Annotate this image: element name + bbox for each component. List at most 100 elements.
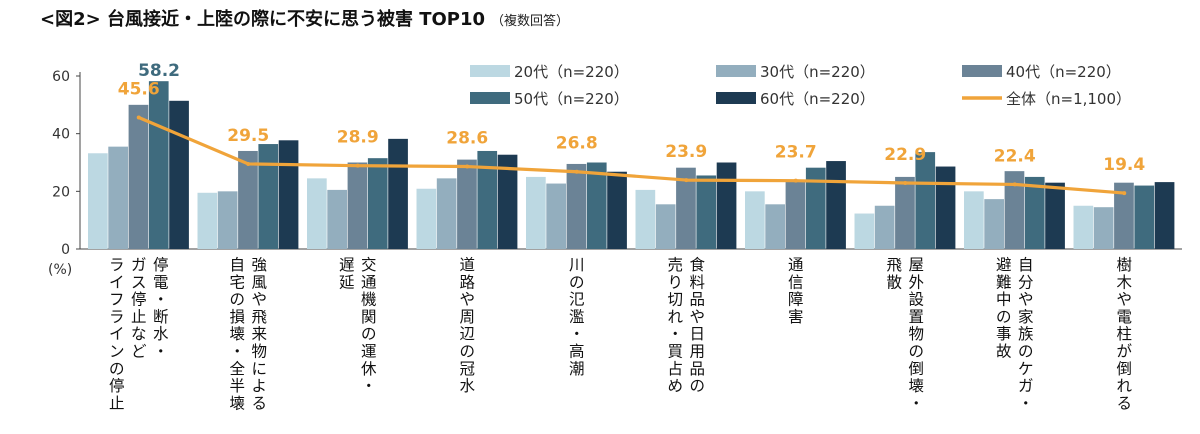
- peak-value-label: 58.2: [138, 61, 180, 81]
- category-label-char: 買: [667, 343, 683, 361]
- bars: [88, 81, 1175, 250]
- total-value-label: 22.4: [994, 146, 1036, 166]
- bar: [1114, 182, 1134, 249]
- category-label-char: り: [667, 273, 683, 291]
- legend-label: 全体（n=1,100）: [1006, 90, 1131, 108]
- category-label-char: 電: [1116, 308, 1132, 326]
- bar: [278, 140, 299, 249]
- category-label-char: ・: [229, 343, 245, 361]
- legend: 20代（n=220） 30代（n=220） 40代（n=220） 50代（n=220）…: [470, 63, 1131, 108]
- bar: [696, 175, 717, 249]
- category-label-char: の: [361, 325, 377, 343]
- category-label-char: 品: [689, 360, 705, 378]
- category-label-char: 切: [667, 291, 683, 309]
- bar: [258, 144, 279, 249]
- category-label-char: 損: [229, 308, 245, 326]
- category-label-char: ン: [109, 343, 125, 361]
- category-label-char: 屋: [908, 256, 924, 274]
- category-label-char: 通: [788, 256, 804, 274]
- total-point: [684, 178, 689, 183]
- bar: [676, 167, 696, 249]
- category-label-char: 柱: [1116, 325, 1132, 343]
- category-label-char: の: [908, 343, 924, 361]
- total-value-label: 19.4: [1103, 155, 1145, 175]
- chart-title: <図2> 台風接近・上陸の際に不安に思う被害 TOP10: [40, 8, 485, 30]
- bar: [964, 191, 984, 249]
- category-label-char: 強: [251, 256, 267, 274]
- category-label-char: 障: [788, 291, 804, 309]
- category-label-char: 来: [251, 325, 267, 343]
- total-point: [903, 180, 908, 185]
- category-label-char: 事: [996, 325, 1012, 343]
- bar: [1024, 176, 1045, 249]
- bar: [457, 159, 477, 249]
- category-label-char: 関: [361, 308, 377, 326]
- category-label-char: ど: [131, 343, 147, 361]
- bar: [197, 192, 218, 249]
- category-label-char: 遅: [339, 256, 355, 274]
- bar: [826, 161, 846, 249]
- bar: [874, 205, 895, 249]
- category-label-char: ・: [1018, 394, 1034, 412]
- total-value-label: 26.8: [556, 134, 598, 154]
- category-label-char: れ: [667, 308, 683, 326]
- category-label-char: 高: [569, 343, 585, 361]
- category-label-char: が: [1116, 343, 1132, 361]
- category-label-char: 道: [459, 256, 475, 274]
- category-label-char: 家: [1018, 308, 1034, 326]
- category-labels: 停電・断水・ガス停止などライフラインの停止強風や飛来物による自宅の損壊・全半壊交…: [109, 256, 1133, 412]
- value-labels: 45.6 29.5 28.9 28.6 26.8 23.9 23.7 22.9 22.4 19.4…: [118, 61, 1146, 175]
- category-label-char: 路: [459, 273, 475, 291]
- category-label-char: 用: [689, 343, 705, 361]
- category-label-char: の: [1018, 343, 1034, 361]
- bar: [1134, 185, 1155, 249]
- bar: [895, 176, 915, 249]
- category-label-char: に: [251, 360, 267, 378]
- bar: [217, 191, 238, 249]
- category-label-char: 設: [908, 291, 924, 309]
- category-label-char: ガ: [131, 256, 147, 274]
- total-point: [136, 115, 141, 120]
- total-point: [793, 178, 798, 183]
- bar: [108, 146, 128, 249]
- category-label-char: や: [689, 308, 705, 326]
- category-label-char: 冠: [459, 360, 475, 378]
- category-label-char: 運: [361, 343, 377, 361]
- category-label-char: 食: [689, 256, 705, 274]
- bar: [347, 162, 368, 249]
- category-label-char: 全: [229, 360, 245, 378]
- category-label-char: ・: [569, 325, 585, 343]
- category-label-char: 止: [131, 308, 147, 326]
- total-value-label: 22.9: [884, 145, 926, 165]
- category-label-char: ・: [361, 377, 377, 395]
- category-label-char: 占: [667, 360, 683, 378]
- category-label-char: 分: [1018, 273, 1034, 291]
- total-point: [355, 163, 360, 168]
- bar: [566, 163, 587, 249]
- bar: [546, 183, 566, 249]
- category-label-char: 信: [788, 273, 804, 291]
- bar: [238, 150, 258, 249]
- bar: [607, 171, 627, 249]
- category-label-char: 木: [1116, 273, 1132, 291]
- category-label-char: 料: [689, 273, 705, 291]
- total-point: [1122, 191, 1127, 196]
- total-line: [136, 115, 1127, 196]
- category-label-char: 周: [459, 308, 475, 326]
- category-label-char: る: [1116, 394, 1132, 412]
- category-label-char: や: [1116, 291, 1132, 309]
- y-tick-label: 40: [52, 127, 70, 143]
- category-label-char: 飛: [251, 308, 267, 326]
- category-label-char: 交: [361, 256, 377, 274]
- category-label-char: 族: [1018, 325, 1034, 343]
- category-label-char: 宅: [229, 273, 245, 291]
- bar: [854, 213, 875, 249]
- bar: [1093, 207, 1114, 249]
- category-label-char: フ: [109, 291, 125, 309]
- bar: [1004, 171, 1025, 249]
- category-label-char: め: [667, 377, 683, 395]
- bar: [416, 188, 437, 249]
- category-label-char: 散: [886, 273, 902, 291]
- category-label-char: な: [131, 325, 147, 343]
